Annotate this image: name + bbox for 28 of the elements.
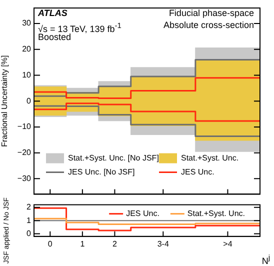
y-tick-label: 1 — [26, 216, 32, 225]
x-tick-label: 1 — [80, 239, 86, 248]
annotation: Fiducial phase-space — [168, 8, 254, 19]
x-tick-label: >4 — [223, 239, 233, 248]
legend-label: Stat.+Syst. Unc. — [187, 209, 245, 218]
annotation: √s = 13 TeV, 139 fb$^{-1}$ — [38, 20, 122, 34]
y-tick-label: 30 — [22, 18, 32, 28]
y-tick-label: 0 — [26, 228, 32, 238]
y-tick-label: −30 — [17, 174, 32, 183]
legend-label: Stat.+Syst. Unc. [No JSF] — [68, 153, 159, 162]
legend-label: JES Unc. [No JSF] — [68, 167, 135, 176]
y-tick-label: 10 — [22, 70, 32, 80]
x-tick-label: 2 — [112, 239, 118, 248]
y-tick-label: 20 — [22, 44, 32, 54]
legend-label: Stat.+Syst. Unc. — [181, 153, 239, 162]
legend-label: JES Unc. — [126, 209, 160, 218]
annotation: Absolute cross-section — [163, 20, 254, 31]
y-axis-title: Fractional Uncertainty [%] — [0, 55, 10, 147]
annotation: Boosted — [38, 32, 72, 43]
y-tick-label: 0 — [26, 96, 32, 106]
x-tick-label: 3-4 — [157, 239, 170, 248]
y-tick-label: 2 — [26, 202, 32, 212]
x-tick-label: 0 — [48, 239, 53, 248]
y-tick-label: −20 — [17, 148, 32, 158]
legend-label: JES Unc. — [181, 167, 214, 176]
x-axis-title: N$^{j}$ — [262, 253, 270, 266]
annotation: ATLAS — [38, 8, 68, 19]
y-tick-label: −10 — [17, 122, 32, 132]
